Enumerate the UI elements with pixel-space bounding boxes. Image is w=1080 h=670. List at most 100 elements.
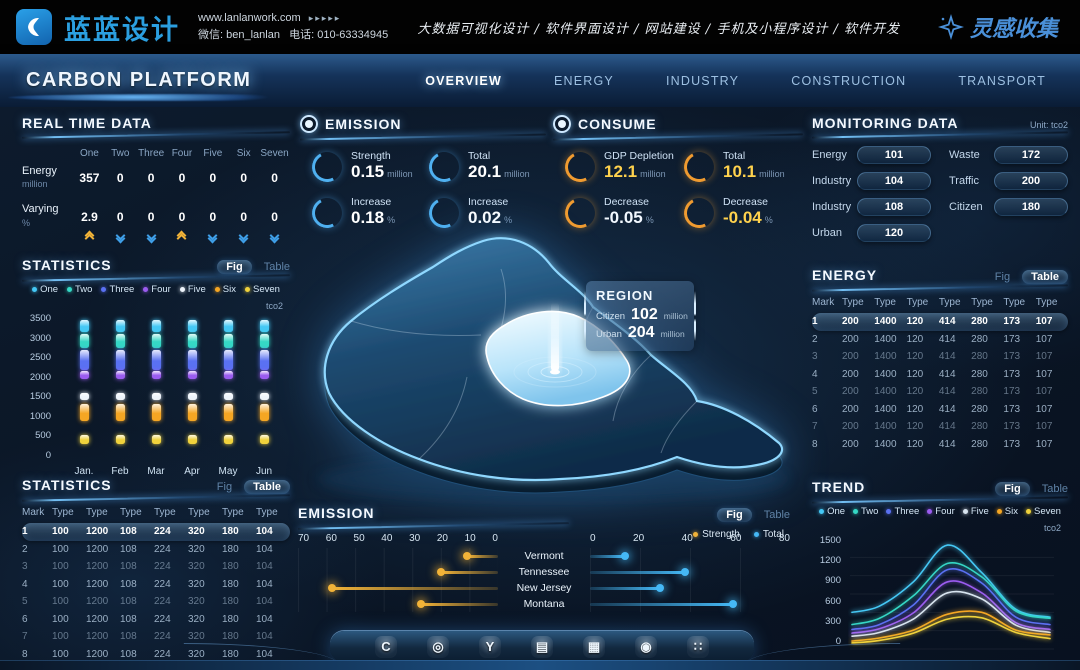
metric-value-pill[interactable]: 172 <box>994 146 1068 164</box>
toggle-table[interactable]: Table <box>763 509 790 521</box>
nav-tab-overview[interactable]: OVERVIEW <box>425 73 502 88</box>
toggle-fig[interactable]: Fig <box>217 260 252 274</box>
table-row[interactable]: 2 100 1200 108 224 320 180 104 <box>22 543 273 555</box>
legend-item-six[interactable]: Six <box>214 284 236 295</box>
table-row[interactable]: 8 200 1400 120 414 280 173 107 <box>812 438 1053 450</box>
fig-table-toggle: Fig Table <box>217 260 290 274</box>
title-swoosh-decor <box>298 522 569 530</box>
apps-dots-icon[interactable]: ∷ <box>687 635 709 658</box>
bar-column-feb[interactable]: Feb <box>102 313 138 477</box>
table-row[interactable]: 4 200 1400 120 414 280 173 107 <box>812 368 1053 380</box>
inspiration-logo[interactable]: 灵感收集 <box>937 11 1058 43</box>
legend-item-four[interactable]: Four <box>927 506 955 517</box>
toggle-table[interactable]: Table <box>1041 483 1068 495</box>
legend-item-two[interactable]: Two <box>853 506 878 517</box>
legend-item-six[interactable]: Six <box>996 506 1018 517</box>
axis-tick: 0 <box>492 533 498 544</box>
hexagon-c-icon[interactable]: C <box>375 635 397 658</box>
nav-tab-industry[interactable]: INDUSTRY <box>665 73 740 88</box>
alert-y-icon[interactable]: Y <box>479 635 501 658</box>
metric-value-pill[interactable]: 200 <box>994 172 1068 190</box>
column-header: Type <box>971 297 993 308</box>
table-row[interactable]: 1 200 1400 120 414 280 173 107 <box>812 313 1068 331</box>
bar-column-may[interactable]: May <box>210 313 246 477</box>
toggle-fig[interactable]: Fig <box>216 481 233 493</box>
region-3d-map[interactable]: REGION Citizen 102 million Urban 204 <box>295 207 805 507</box>
table-row[interactable]: 3 200 1400 120 414 280 173 107 <box>812 351 1053 363</box>
y-tick: 500 <box>35 430 51 442</box>
metric-value-pill[interactable]: 120 <box>857 224 931 242</box>
lollipop-row-tennessee[interactable]: Tennessee <box>298 564 790 580</box>
lollipop-row-montana[interactable]: Montana <box>298 596 790 612</box>
toggle-fig[interactable]: Fig <box>995 482 1030 496</box>
bar-column-jun[interactable]: Jun <box>246 313 282 477</box>
table-row[interactable]: 2 200 1400 120 414 280 173 107 <box>812 333 1053 345</box>
toggle-table[interactable]: Table <box>244 480 290 494</box>
metric-value-pill[interactable]: 180 <box>994 198 1068 216</box>
bar-column-mar[interactable]: Mar <box>138 313 174 477</box>
flag-chart-icon[interactable]: ▦ <box>583 635 605 658</box>
legend-item-four[interactable]: Four <box>143 284 171 295</box>
title-swoosh-decor <box>22 274 290 282</box>
metric-value-pill[interactable]: 101 <box>857 146 931 164</box>
legend-item-seven[interactable]: Seven <box>1026 506 1061 517</box>
legend-dot <box>996 509 1002 514</box>
legend-item-two[interactable]: Two <box>67 284 92 295</box>
table-row[interactable]: 4 100 1200 108 224 320 180 104 <box>22 578 273 590</box>
table-row[interactable]: 5 200 1400 120 414 280 173 107 <box>812 386 1053 398</box>
legend-dot <box>927 509 933 514</box>
stat-unit: million <box>387 169 413 179</box>
nav-tab-construction[interactable]: CONSTRUCTION <box>791 73 907 88</box>
table-row[interactable]: 7 100 1200 108 224 320 180 104 <box>22 631 273 643</box>
table-row[interactable]: 7 200 1400 120 414 280 173 107 <box>812 421 1053 433</box>
table-row[interactable]: 5 100 1200 108 224 320 180 104 <box>22 596 273 608</box>
lollipop-row-vermont[interactable]: Vermont <box>298 548 790 564</box>
strength-dot <box>328 584 337 592</box>
table-row[interactable]: 6 200 1400 120 414 280 173 107 <box>812 403 1053 415</box>
table-row[interactable]: 3 100 1200 108 224 320 180 104 <box>22 561 273 573</box>
bar-segment-seven <box>79 434 89 445</box>
total-dot <box>728 600 737 608</box>
nav-swoosh-decor <box>8 94 338 101</box>
metric-value-pill[interactable]: 104 <box>857 172 931 190</box>
table-row[interactable]: 1 100 1200 108 224 320 180 104 <box>22 523 290 541</box>
bar-column-apr[interactable]: Apr <box>174 313 210 477</box>
bar-segment-five <box>223 392 233 401</box>
legend-item-five[interactable]: Five <box>962 506 989 517</box>
legend-item-three[interactable]: Three <box>101 284 134 295</box>
tooltip-label: Urban <box>596 329 622 340</box>
toggle-fig[interactable]: Fig <box>994 271 1011 283</box>
legend-item-one[interactable]: One <box>32 284 58 295</box>
legend-dot <box>214 287 220 292</box>
charging-station-icon[interactable]: ▤ <box>531 635 553 658</box>
monitoring-left-column: Energy 101 Industry 104 Industry 108 <box>812 146 931 242</box>
legend-item-total[interactable]: Total <box>753 529 784 540</box>
arc-icon <box>425 148 463 186</box>
toggle-fig[interactable]: Fig <box>717 508 752 522</box>
legend-item-three[interactable]: Three <box>886 506 919 517</box>
lollipop-row-new-jersey[interactable]: New Jersey <box>298 580 790 596</box>
axis-tick: 20 <box>633 533 645 544</box>
gear-icon[interactable]: ◎ <box>427 635 449 658</box>
metric-value-pill[interactable]: 108 <box>857 198 931 216</box>
stat-label: Increase <box>351 196 392 208</box>
legend-item-strength[interactable]: Strength <box>693 529 740 540</box>
total-bar <box>590 568 689 576</box>
bar-segment-six <box>187 404 197 421</box>
contact-block: www.lanlanwork.com ▸▸▸▸▸ 微信: ben_lanlan 电… <box>198 10 388 44</box>
bar-column-jan[interactable]: Jan. <box>66 313 102 477</box>
table-row[interactable]: 6 100 1200 108 224 320 180 104 <box>22 613 273 625</box>
column-header: Type <box>256 507 278 518</box>
nut-icon[interactable]: ◉ <box>635 635 657 658</box>
legend-item-one[interactable]: One <box>819 506 845 517</box>
legend-item-seven[interactable]: Seven <box>245 284 280 295</box>
toggle-table[interactable]: Table <box>1022 270 1068 284</box>
legend-item-five[interactable]: Five <box>179 284 206 295</box>
bar-segment-four <box>259 371 269 380</box>
nav-tab-energy[interactable]: ENERGY <box>553 73 614 88</box>
toggle-table[interactable]: Table <box>263 261 290 273</box>
column-header: Type <box>874 297 896 308</box>
nav-tab-transport[interactable]: TRANSPORT <box>958 73 1046 88</box>
lanlan-logo-icon[interactable] <box>16 9 52 45</box>
website-link[interactable]: www.lanlanwork.com <box>198 11 301 24</box>
